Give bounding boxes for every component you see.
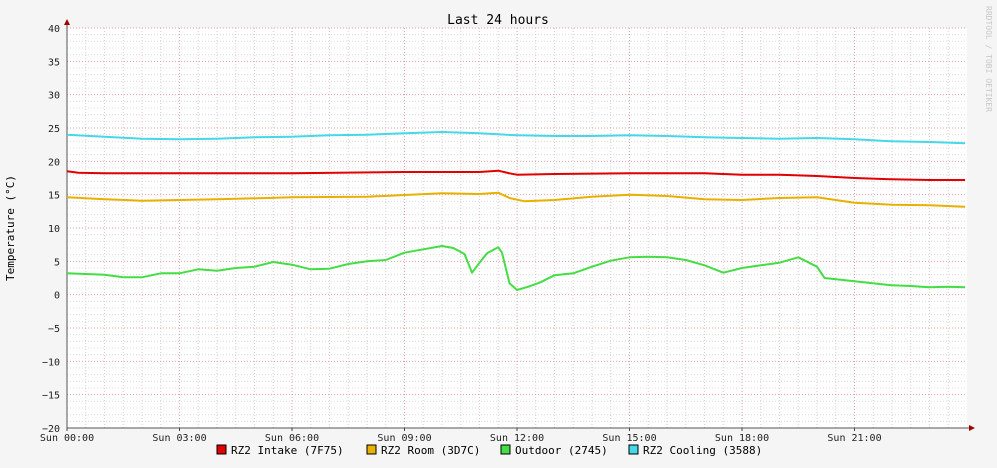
y-tick-label: 20 [48,157,60,168]
x-tick-label: Sun 12:00 [490,433,544,444]
y-tick-label: 25 [48,124,60,135]
legend: RZ2 Intake (7F75) RZ2 Room (3D7C) Outdoor … [216,444,762,457]
x-tick-label: Sun 00:00 [40,433,94,444]
y-tick-label: 40 [48,24,60,35]
series-line-3 [66,245,966,291]
x-tick-label: Sun 21:00 [827,433,881,444]
legend-label: Outdoor (2745) [515,444,608,457]
chart-title: Last 24 hours [447,13,549,28]
legend-label: RZ2 Intake (7F75) [231,444,344,457]
legend-swatch [366,444,377,455]
y-tick-label: −10 [42,357,60,368]
y-tick-label: 35 [48,57,60,68]
legend-swatch [500,444,511,455]
y-tick-label: 5 [54,257,60,268]
y-axis-arrow [64,19,70,25]
grid [66,27,967,429]
x-tick-label: Sun 15:00 [602,433,656,444]
y-tick-label: 0 [54,291,60,302]
series-line-1 [66,169,966,181]
x-axis-arrow [969,425,975,431]
y-tick-label: 10 [48,224,60,235]
watermark: RRDTOOL / TOBI OETIKER [984,6,993,112]
y-tick-label: 30 [48,91,60,102]
legend-label: RZ2 Cooling (3588) [643,444,762,457]
y-tick-label: −5 [48,324,60,335]
series-lines [66,131,966,291]
x-tick-label: Sun 18:00 [715,433,769,444]
legend-swatch [216,444,227,455]
x-tick-label: Sun 09:00 [377,433,431,444]
y-tick-label: 15 [48,191,60,202]
x-tick-label: Sun 03:00 [152,433,206,444]
legend-swatch [628,444,639,455]
y-tick-label: −15 [42,391,60,402]
legend-label: RZ2 Room (3D7C) [381,444,480,457]
series-line-2 [66,191,966,208]
x-tick-label: Sun 06:00 [265,433,319,444]
y-axis-label: Temperature (°C) [4,175,17,281]
y-tick-label: −20 [42,424,60,435]
series-line-4 [66,131,966,145]
